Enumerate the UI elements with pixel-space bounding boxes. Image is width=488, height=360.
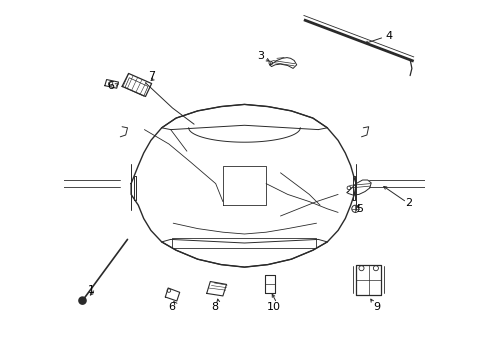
Text: 7: 7 (148, 71, 155, 81)
Text: 4: 4 (384, 31, 391, 41)
Text: 10: 10 (266, 302, 281, 312)
Text: 1: 1 (88, 285, 95, 295)
Text: 2: 2 (404, 198, 411, 208)
Text: 6: 6 (107, 81, 114, 91)
Text: 5: 5 (355, 204, 363, 214)
Text: 6: 6 (168, 302, 175, 312)
Text: 3: 3 (257, 51, 264, 61)
Text: 9: 9 (373, 302, 380, 312)
Circle shape (79, 297, 86, 304)
Text: 8: 8 (211, 302, 218, 312)
